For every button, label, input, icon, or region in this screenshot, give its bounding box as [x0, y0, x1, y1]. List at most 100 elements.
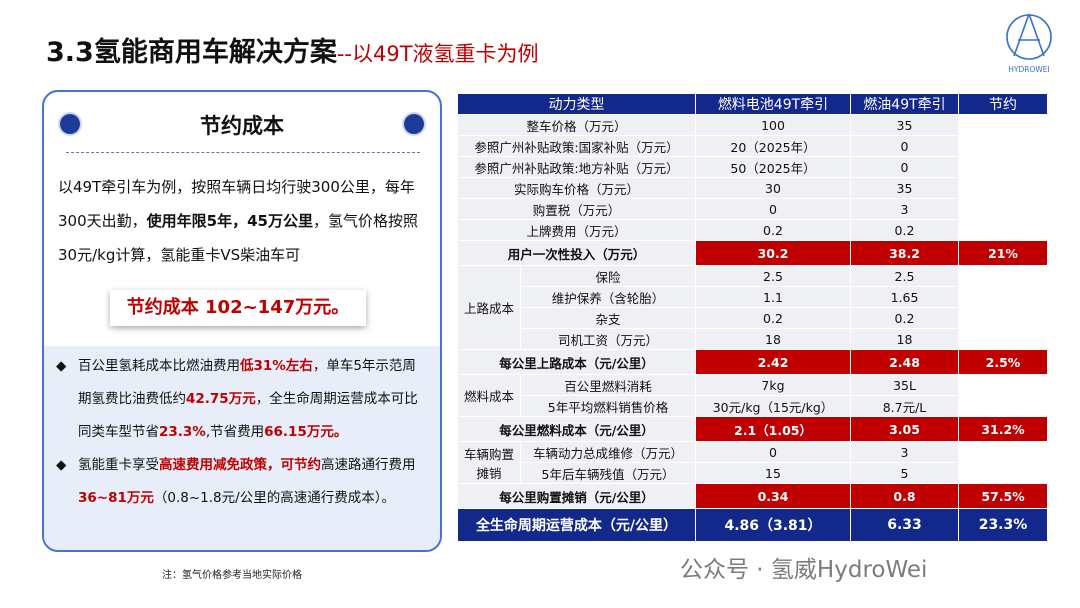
subtotal-label: 每公里上路成本（元/公里）: [458, 350, 695, 374]
subtotal-cell: 57.5%: [959, 484, 1047, 508]
row-label: 杂支: [521, 308, 695, 328]
cell: 0.2: [851, 220, 958, 240]
text-run: ，单车5年示范周期氢费比油费低约: [78, 358, 416, 407]
subtotal-cell: 2.42: [696, 350, 850, 374]
column-header: 燃料电池49T牵引: [696, 94, 850, 114]
cell: 1.1: [696, 287, 850, 307]
highlight: 节约成本 102~147万元。: [110, 290, 366, 326]
cell: 8.7元/L: [851, 396, 958, 416]
row: 5年后车辆残值（万元） 15 5: [458, 463, 1047, 483]
column-header: 节约: [959, 94, 1047, 114]
cell: 35L: [851, 375, 958, 395]
text-run: 百公里氢耗成本比燃油费用: [78, 358, 240, 374]
empty-cell: [959, 463, 1047, 483]
column-header: 动力类型: [458, 94, 695, 114]
row-label: 保险: [521, 266, 695, 286]
subtotal-row: 每公里燃料成本（元/公里） 2.1（1.05） 3.05 31.2%: [458, 417, 1047, 441]
row: 参照广州补贴政策:地方补贴（万元） 50（2025年） 0: [458, 157, 1047, 177]
row: 维护保养（含轮胎） 1.1 1.65: [458, 287, 1047, 307]
text-run: （0.8~1.8元/公里的高速通行费成本）。: [153, 490, 395, 506]
row-label: 5年后车辆残值（万元）: [521, 463, 695, 483]
empty-cell: [959, 115, 1047, 135]
panel-heading: 节约成本: [200, 114, 284, 138]
row: 杂支 0.2 0.2: [458, 308, 1047, 328]
cell: 3: [851, 199, 958, 219]
text-run: 66.15万元。: [264, 424, 348, 440]
text-run: ,节省费用: [205, 424, 265, 440]
cell: 15: [696, 463, 850, 483]
subtotal-cell: 0.34: [696, 484, 850, 508]
bullet: ◆ 氢能重卡享受高速费用减免政策，可节约高速路通行费用36~81万元（0.8~1.…: [56, 457, 416, 506]
cell: 100: [696, 115, 850, 135]
cell: 2.5: [851, 266, 958, 286]
row: 实际购车价格（万元） 30 35: [458, 178, 1047, 198]
empty-cell: [959, 442, 1047, 462]
logo: HYDROWEI: [1006, 13, 1052, 74]
cell: 35: [851, 178, 958, 198]
text-run: 氢能重卡享受: [78, 457, 159, 473]
subtotal-row: 每公里购置摊销（元/公里） 0.34 0.8 57.5%: [458, 484, 1047, 508]
cost-table: 动力类型 燃料电池49T牵引 燃油49T牵引 节约 整车价格（万元） 100 35 参照广州补…: [457, 93, 1048, 542]
cell: 0: [696, 199, 850, 219]
cell: 0.2: [696, 220, 850, 240]
cell: 30元/kg（15元/kg）: [696, 396, 850, 416]
watermark: 公众号 · 氢威HydroWei: [680, 557, 928, 583]
bullet: ◆ 百公里氢耗成本比燃油费用低31%左右，单车5年示范周期氢费比油费低约42.75…: [56, 358, 418, 440]
empty-cell: [959, 220, 1047, 240]
row-label: 维护保养（含轮胎）: [521, 287, 695, 307]
subtitle: --以49T液氢重卡为例: [336, 42, 539, 66]
cell: 0.2: [851, 308, 958, 328]
group-label: 上路成本: [458, 266, 520, 349]
empty-cell: [959, 287, 1047, 307]
row: 购置税（万元） 0 3: [458, 199, 1047, 219]
subtotal-cell: 0.8: [851, 484, 958, 508]
row: 车辆购置摊销 车辆动力总成维修（万元） 0 3: [458, 442, 1047, 483]
text-run: 高速费用减免政策，可节约: [159, 457, 321, 473]
total-cell: 4.86（3.81）: [696, 509, 850, 541]
row: 5年平均燃料销售价格 30元/kg（15元/kg） 8.7元/L: [458, 396, 1047, 416]
total-cell: 23.3%: [959, 509, 1047, 541]
subtotal-cell: 30.2: [696, 241, 850, 265]
subtotal-cell: 2.48: [851, 350, 958, 374]
total-cell: 6.33: [851, 509, 958, 541]
subtotal-label: 用户一次性投入（万元）: [458, 241, 695, 265]
subtotal-cell: 2.5%: [959, 350, 1047, 374]
row-label: 购置税（万元）: [458, 199, 695, 219]
total-row: 全生命周期运营成本（元/公里） 4.86（3.81） 6.33 23.3%: [458, 509, 1047, 541]
cell: 1.65: [851, 287, 958, 307]
cell: 0.2: [696, 308, 850, 328]
row-label: 司机工资（万元）: [521, 329, 695, 349]
text-run: 低31%左右: [240, 358, 313, 374]
row-label: 上牌费用（万元）: [458, 220, 695, 240]
title-main: 3.3氢能商用车解决方案: [46, 37, 337, 68]
cell: 18: [696, 329, 850, 349]
cell: 30: [696, 178, 850, 198]
text-run: 高速路通行费用: [321, 457, 416, 473]
logo-text: HYDROWEI: [1008, 65, 1049, 74]
cell: 18: [851, 329, 958, 349]
empty-cell: [959, 375, 1047, 395]
row-label: 车辆动力总成维修（万元）: [521, 442, 695, 462]
cell: 5: [851, 463, 958, 483]
empty-cell: [959, 266, 1047, 286]
divider: [66, 152, 420, 153]
cell: 35: [851, 115, 958, 135]
row-label: 参照广州补贴政策:国家补贴（万元）: [458, 136, 695, 156]
empty-cell: [959, 396, 1047, 416]
dot: [404, 114, 424, 134]
row: 上路成本 保险 2.5 2.5: [458, 266, 1047, 349]
text-run: ，氢气价格按照30元/kg计算，氢能重卡VS柴油车可: [58, 212, 418, 264]
column-header: 燃油49T牵引: [851, 94, 958, 114]
cell: 0: [851, 157, 958, 177]
title: 3.3氢能商用车解决方案--以49T液氢重卡为例: [46, 30, 539, 69]
row: 司机工资（万元） 18 18: [458, 329, 1047, 349]
row-label: 实际购车价格（万元）: [458, 178, 695, 198]
text-run: 23.3%: [159, 424, 206, 440]
group-label: 燃料成本: [458, 375, 520, 416]
note: 注：氢气价格参考当地实际价格: [162, 570, 302, 581]
total-label: 全生命周期运营成本（元/公里）: [458, 509, 695, 541]
subtotal-cell: 2.1（1.05）: [696, 417, 850, 441]
group-label: 车辆购置摊销: [458, 442, 520, 483]
subtotal-cell: 38.2: [851, 241, 958, 265]
